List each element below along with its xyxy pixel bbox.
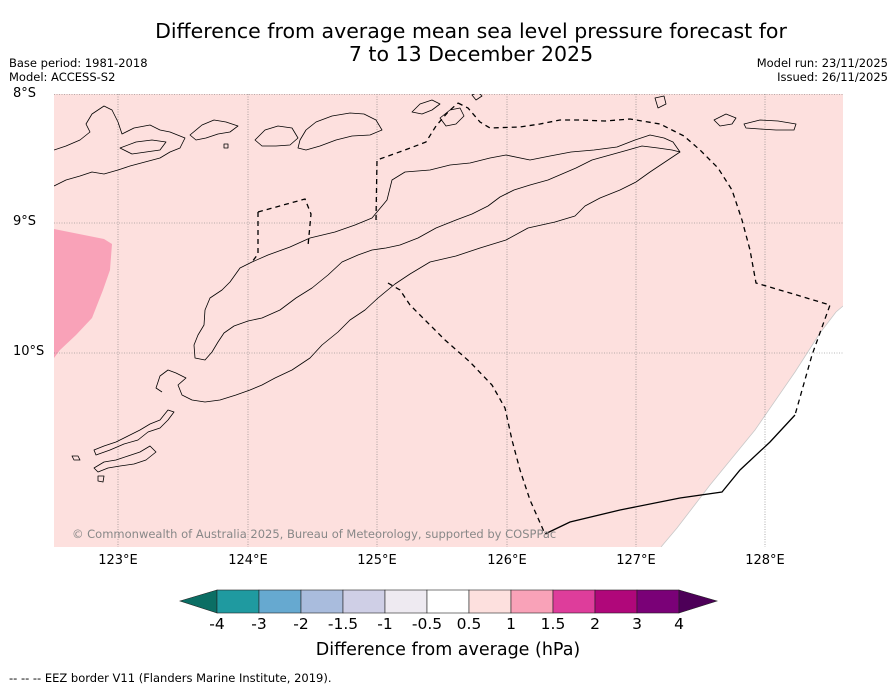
meta-left: Base period: 1981-2018 Model: ACCESS-S2 [9,56,148,84]
colorbar-extend-low [178,589,218,614]
coastline-timor [193,134,681,361]
lon-label-124e: 124°E [228,553,268,568]
lon-label-125e: 125°E [357,553,397,568]
lat-label-9s: 9°S [13,214,37,229]
meta-right: Model run: 23/11/2025 Issued: 26/11/2025 [757,56,888,84]
anomaly-patch [54,229,112,358]
colorbar-tick: -2 [293,615,309,633]
colorbar-swatch-9 [552,589,596,614]
colorbar-label: Difference from average (hPa) [315,640,581,660]
coastline-islet-4 [471,94,483,101]
eez-border-west [251,212,259,263]
coastline-wetar [411,99,441,115]
coastline-pantar [254,125,299,147]
lat-label-10s: 10°S [13,344,45,359]
title-line-1: Difference from average mean sea level p… [155,19,787,43]
coastline-alor [297,112,383,151]
eez-border-south [387,282,546,535]
no-data-corner [661,306,843,547]
coastline-solor [119,139,167,155]
eez-border [251,102,831,535]
coastline-islet-2 [654,95,667,109]
lon-label-123e: 123°E [98,553,138,568]
colorbar-tick: -1.5 [327,615,359,633]
graticule [54,94,843,547]
colorbar-swatch-3 [300,589,344,614]
colorbar-swatch-1 [216,589,260,614]
coastline-babar [713,113,737,127]
colorbar-tick: -4 [209,615,225,633]
colorbar-swatch-11 [636,589,680,614]
model-name: Model: ACCESS-S2 [9,70,116,84]
lon-label-126e: 126°E [487,553,527,568]
issued-date: Issued: 26/11/2025 [777,70,888,84]
eez-border-oecusse [257,198,312,247]
base-period: Base period: 1981-2018 [9,56,148,70]
coastline-savu [93,445,157,473]
colorbar-extend-high [678,589,719,614]
colorbar-tick: 0.5 [456,615,482,633]
coastline-rote [93,409,175,456]
colorbar-swatch-4 [342,589,386,614]
coastline-islet-1 [439,107,465,127]
anomaly-contour [660,305,843,547]
lat-label-8s: 8°S [13,86,37,101]
coastline-ndana [71,455,81,461]
coastline-islet-5 [223,143,229,149]
eez-border-west-coast [375,102,459,221]
coastline-lembata [189,119,239,141]
coastline-islet-3 [743,119,797,131]
coastline-flores-east [54,105,186,187]
lon-label-128e: 128°E [745,553,785,568]
colorbar-tick: 1.5 [540,615,566,633]
colorbar-swatch-6 [426,589,470,614]
map-background-fill [54,94,843,547]
coastline-islet-6 [97,475,105,483]
copyright-text: © Commonwealth of Australia 2025, Bureau… [72,527,556,541]
colorbar-tick: 4 [674,615,684,633]
colorbar-tick: -1 [377,615,393,633]
coastlines [54,94,797,483]
title-line-2: 7 to 13 December 2025 [348,42,594,66]
coastline-timor-south [155,151,681,403]
model-run: Model run: 23/11/2025 [756,56,888,70]
colorbar-tick: 3 [632,615,642,633]
eez-footnote: -- -- -- EEZ border V11 (Flanders Marine… [9,671,332,685]
eez-border-timor-leste [457,102,831,416]
colorbar-swatch-5 [384,589,428,614]
lon-label-127e: 127°E [616,553,656,568]
colorbar-tick: -3 [251,615,267,633]
colorbar-swatch-7 [468,589,512,614]
colorbar [178,589,719,614]
colorbar-swatch-2 [258,589,302,614]
eez-border-solid [544,414,796,535]
chart-title: Difference from average mean sea level p… [0,20,896,66]
colorbar-swatch-10 [594,589,638,614]
colorbar-tick: -0.5 [411,615,443,633]
colorbar-swatch-8 [510,589,554,614]
colorbar-tick: 1 [506,615,516,633]
colorbar-tick: 2 [590,615,600,633]
